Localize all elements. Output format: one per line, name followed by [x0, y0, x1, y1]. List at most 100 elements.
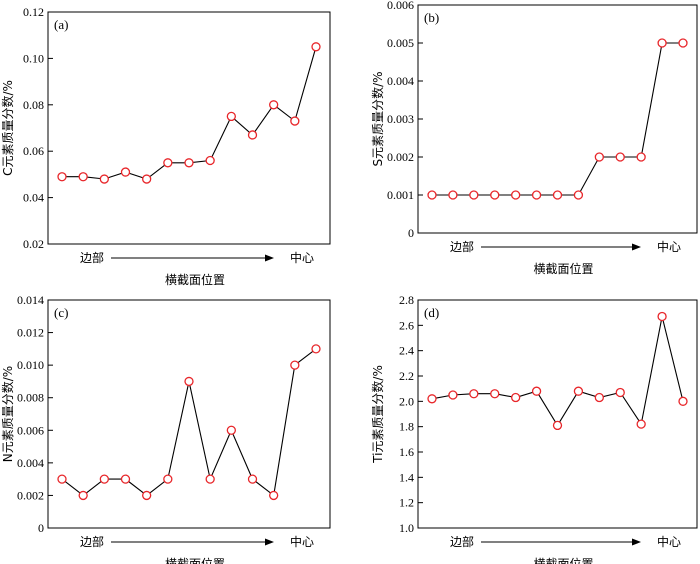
x-end-label: 中心	[657, 534, 681, 549]
y-tick-label: 0.04	[23, 191, 44, 205]
y-tick-label: 1.8	[399, 420, 414, 434]
x-start-label: 边部	[80, 534, 104, 549]
data-point	[311, 42, 321, 52]
data-point	[184, 158, 194, 168]
data-point	[120, 474, 131, 484]
data-point	[678, 396, 688, 406]
data-point	[573, 386, 584, 396]
data-point	[531, 190, 542, 200]
chart-panel-1: 0.02 0.04 0.06 0.08 0.10 0.12 C元素质量分数/% (a) 边部 中心…	[0, 5, 331, 287]
chart-panel-4: 1.0 1.2 1.4 1.6 1.8 2.0 2.2 2.4 2.6 2.8 Ti元素质量分数/%…	[370, 293, 698, 564]
data-point	[490, 190, 500, 200]
y-tick-label: 0.002	[387, 150, 414, 164]
panel-label: (d)	[424, 305, 439, 320]
data-point	[469, 389, 479, 399]
data-point	[163, 474, 173, 484]
data-point	[269, 100, 279, 110]
data-point	[636, 419, 646, 429]
x-axis-label: 横截面位置	[165, 272, 225, 287]
y-tick-label: 1.2	[399, 496, 414, 510]
y-tick-label: 0	[408, 226, 414, 240]
y-tick-label: 0.005	[387, 36, 414, 50]
y-tick-label: 2.4	[399, 344, 414, 358]
y-tick-label: 0.008	[17, 391, 44, 405]
y-axis-label: N元素质量分数/%	[0, 366, 15, 462]
y-tick-label: 2.0	[399, 394, 414, 408]
y-tick-label: 1.6	[399, 445, 414, 459]
y-tick-label: 0.02	[23, 237, 44, 251]
data-point	[469, 190, 479, 200]
x-end-label: 中心	[657, 239, 681, 254]
y-tick-label: 0.006	[387, 0, 414, 12]
data-point	[57, 474, 67, 484]
x-end-label: 中心	[290, 250, 314, 265]
y-axis-label: Ti元素质量分数/%	[370, 365, 385, 464]
data-point	[531, 386, 542, 396]
x-start-label: 边部	[450, 534, 474, 549]
panel-label: (c)	[54, 305, 68, 320]
y-tick-label: 2.8	[399, 293, 414, 307]
data-point	[615, 387, 625, 398]
y-tick-label: 0.08	[23, 98, 44, 112]
panel-label: (b)	[424, 10, 439, 25]
y-tick-label: 2.6	[399, 318, 414, 332]
x-arrow-head	[632, 243, 641, 251]
data-point	[290, 116, 300, 126]
data-point	[636, 152, 646, 162]
data-point	[226, 111, 236, 122]
x-axis-label: 横截面位置	[165, 556, 225, 564]
x-start-label: 边部	[450, 239, 474, 254]
data-point	[657, 311, 667, 322]
data-point	[552, 190, 563, 200]
data-point	[427, 394, 437, 404]
y-tick-label: 0.001	[387, 188, 414, 202]
chart-panel-3: 0 0.002 0.004 0.006 0.008 0.010 0.012 0.014 N元素质…	[0, 293, 331, 564]
y-tick-label: 0.10	[23, 51, 44, 65]
y-axis-label: C元素质量分数/%	[0, 80, 15, 176]
y-tick-label: 0.014	[17, 293, 44, 307]
data-point	[511, 190, 521, 200]
series-line	[432, 42, 683, 196]
x-end-label: 中心	[290, 534, 314, 549]
data-point	[57, 172, 67, 182]
data-point	[120, 167, 131, 177]
y-tick-label: 0.06	[23, 144, 44, 158]
data-point	[678, 38, 688, 48]
chart-panel-2: 0 0.001 0.002 0.003 0.004 0.005 0.006 S元素质量分数/%…	[370, 0, 698, 276]
data-point	[78, 172, 88, 182]
data-point	[594, 152, 604, 162]
x-arrow-head	[265, 538, 274, 546]
y-tick-label: 0.004	[387, 74, 414, 88]
y-tick-label: 0.12	[23, 5, 44, 19]
x-axis-label: 横截面位置	[533, 261, 593, 276]
data-point	[448, 190, 458, 200]
data-point	[594, 392, 604, 403]
y-tick-label: 0.006	[17, 423, 44, 437]
y-tick-label: 1.0	[399, 521, 414, 535]
plot-frame	[47, 299, 331, 529]
series-line	[431, 316, 684, 427]
x-arrow-head	[265, 254, 274, 262]
data-point	[311, 344, 321, 354]
data-point	[573, 190, 584, 200]
data-point	[615, 152, 625, 162]
data-point	[142, 490, 152, 501]
data-point	[511, 392, 521, 403]
data-point	[78, 490, 88, 501]
data-point	[226, 425, 236, 435]
plot-frame	[47, 11, 331, 245]
data-point	[657, 38, 667, 48]
panel-label: (a)	[54, 17, 68, 32]
y-tick-label: 2.2	[399, 369, 414, 383]
data-point	[290, 360, 300, 370]
y-tick-label: 0.002	[17, 488, 44, 502]
data-point	[448, 390, 458, 400]
y-tick-label: 0.010	[17, 358, 44, 372]
data-point	[99, 174, 109, 184]
data-point	[427, 190, 437, 200]
x-axis-label: 横截面位置	[533, 556, 593, 564]
data-point	[205, 155, 215, 166]
x-arrow-head	[632, 538, 641, 546]
y-tick-label: 0.004	[17, 456, 44, 470]
